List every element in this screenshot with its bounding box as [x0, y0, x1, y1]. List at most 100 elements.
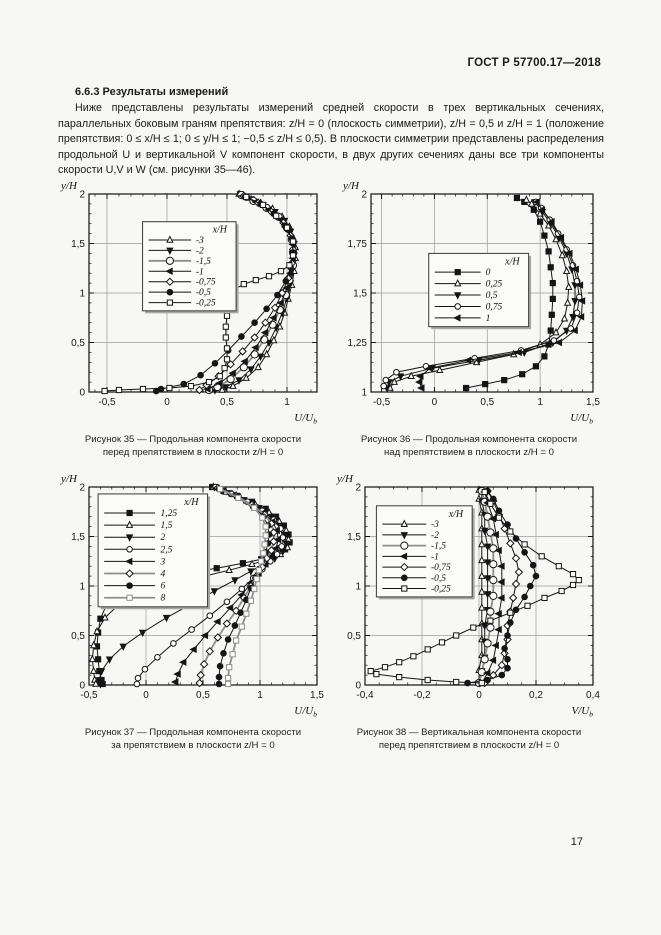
marker-triangle-left	[276, 299, 284, 307]
marker-circle	[215, 680, 223, 688]
marker-square	[253, 576, 260, 583]
marker-square	[247, 597, 255, 604]
marker-triangle-left	[213, 617, 221, 626]
marker-triangle-left	[575, 281, 584, 289]
legend-label: -3	[431, 520, 439, 530]
x-tick-label: 0	[432, 397, 438, 408]
marker-diamond	[511, 579, 521, 589]
legend-label: 1	[486, 314, 491, 324]
marker-triangle-up	[254, 362, 262, 371]
y-axis-title: y/H	[60, 180, 78, 192]
marker-triangle-down	[97, 668, 106, 676]
marker-square	[216, 373, 223, 380]
marker-square	[381, 664, 389, 671]
caption-line: Рисунок 35 — Продольная компонента скоро…	[84, 434, 302, 445]
marker-circle	[400, 574, 408, 582]
marker-triangle-down	[453, 292, 462, 300]
marker-triangle-down	[138, 629, 147, 638]
marker-triangle-up	[453, 278, 462, 287]
marker-triangle-left	[240, 357, 248, 366]
marker-square	[549, 280, 556, 287]
marker-square	[243, 193, 250, 201]
figure-37: -0,5 0 0,5 1 1,5 0 0,5 1 1,5 2 y/H U/Ub x/H 1,25 1,5 2 2…	[55, 471, 331, 752]
y-axis-title: y/H	[342, 180, 360, 192]
marker-triangle-down	[162, 614, 171, 623]
marker-circle	[486, 623, 495, 632]
marker-circle	[278, 543, 285, 550]
legend-box	[142, 221, 237, 312]
marker-square	[95, 656, 102, 663]
marker-diamond	[514, 567, 524, 577]
y-tick-label: 0,5	[71, 631, 85, 642]
marker-circle	[477, 668, 486, 677]
marker-triangle-left	[271, 544, 279, 553]
marker-circle	[454, 303, 461, 310]
y-tick-label: 0,5	[347, 631, 361, 642]
doc-code: ГОСТ Р 57700.17—2018	[467, 57, 601, 69]
marker-square	[569, 571, 577, 578]
marker-triangle-left	[576, 313, 585, 321]
marker-triangle-down	[247, 366, 255, 374]
figure-35-caption: Рисунок 35 — Продольная компонента скоро…	[55, 433, 331, 459]
y-tick-label: 1,5	[347, 532, 361, 543]
marker-circle	[134, 674, 142, 682]
marker-square	[223, 356, 231, 363]
y-tick-label: 1,25	[348, 338, 368, 349]
marker-triangle-left	[453, 314, 461, 322]
marker-square	[262, 523, 269, 530]
x-tick-label: 0,2	[529, 690, 543, 701]
marker-triangle-left	[251, 343, 259, 352]
marker-square	[454, 269, 461, 276]
marker-circle	[211, 360, 219, 367]
marker-triangle-left	[416, 372, 424, 380]
marker-triangle-left	[399, 552, 408, 561]
marker-square	[126, 509, 133, 517]
marker-diamond	[497, 660, 507, 670]
marker-square	[115, 386, 123, 394]
caption-line: Рисунок 36 — Продольная компонента скоро…	[360, 434, 578, 445]
marker-triangle-up	[558, 250, 567, 259]
marker-triangle-left	[537, 206, 546, 214]
marker-circle	[206, 612, 214, 619]
marker-triangle-down	[210, 588, 219, 596]
legend-label: -0,5	[196, 288, 211, 298]
legend-label: -1,5	[431, 542, 446, 552]
marker-diamond	[250, 333, 259, 342]
marker-diamond	[508, 593, 518, 603]
marker-circle	[486, 607, 495, 616]
marker-triangle-up	[93, 626, 101, 635]
y-axis-title: y/H	[60, 473, 78, 485]
y-tick-label: 2	[79, 483, 85, 494]
x-tick-label: -0,5	[373, 397, 391, 408]
figures-grid: -0,5 0 0,5 1 0 0,5 1 1,5 2 y/H U/Ub x/H -3 -2 -1,5 -1 -0…	[55, 178, 607, 752]
x-tick-label: 0,5	[196, 690, 210, 701]
x-tick-label: 0,5	[480, 397, 494, 408]
marker-square	[410, 653, 417, 660]
doc-code-header: ГОСТ Р 57700.17—2018	[0, 57, 601, 69]
legend-label: 0	[486, 268, 491, 278]
figure-37-caption: Рисунок 37 — Продольная компонента скоро…	[55, 726, 331, 752]
marker-diamond	[261, 318, 270, 327]
marker-circle	[238, 333, 245, 340]
marker-diamond	[205, 647, 215, 656]
marker-triangle-left	[282, 284, 290, 292]
x-tick-label: 0	[164, 397, 170, 408]
marker-square	[126, 594, 133, 601]
marker-square	[547, 327, 554, 334]
marker-square	[547, 264, 554, 271]
marker-square	[252, 277, 259, 284]
marker-triangle-up	[562, 266, 571, 274]
marker-triangle-down	[396, 373, 405, 381]
y-tick-label: 1	[355, 582, 361, 593]
y-tick-label: 2	[79, 190, 85, 201]
marker-square	[205, 379, 213, 386]
marker-circle	[504, 521, 511, 528]
series-line	[389, 199, 570, 389]
marker-diamond	[196, 670, 205, 680]
marker-square	[541, 353, 548, 360]
marker-circle	[532, 572, 540, 580]
marker-square	[482, 381, 489, 388]
y-tick-label: 0	[79, 681, 85, 692]
marker-square	[166, 384, 173, 392]
marker-triangle-down	[483, 543, 492, 552]
